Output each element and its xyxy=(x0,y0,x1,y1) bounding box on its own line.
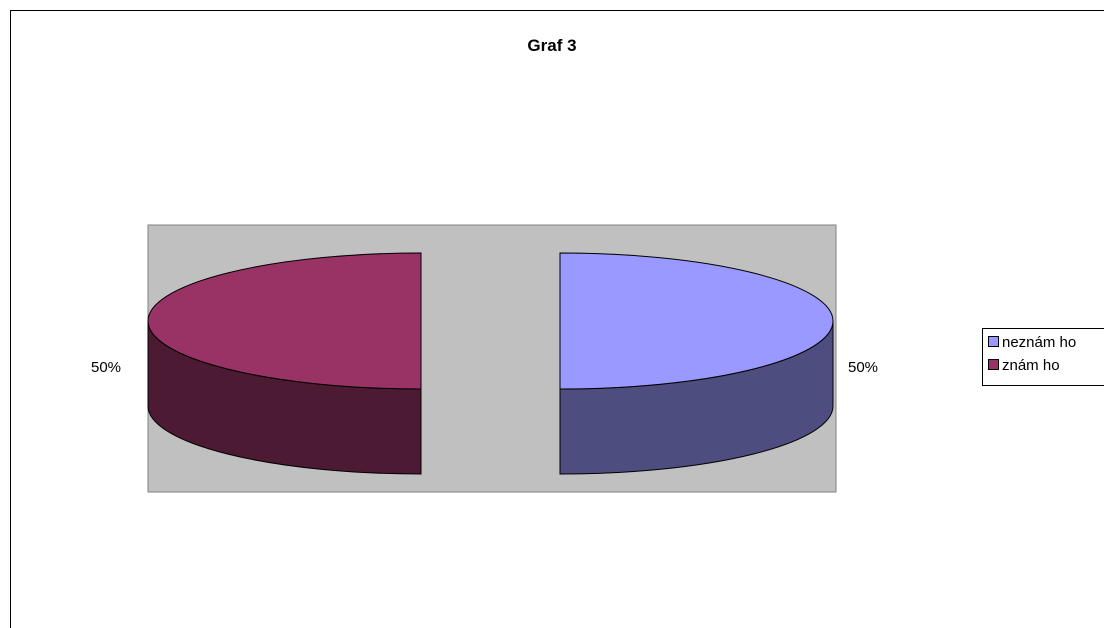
legend-swatch-neznam-ho xyxy=(988,336,999,347)
chart-title: Graf 3 xyxy=(527,36,577,55)
slice-label-znam-ho: 50% xyxy=(91,359,121,376)
slice-label-neznam-ho: 50% xyxy=(848,359,878,376)
legend-label-znam-ho: znám ho xyxy=(1002,357,1060,374)
legend-item-znam-ho: znám ho xyxy=(988,357,1060,375)
legend: neznám ho znám ho xyxy=(982,328,1104,386)
pie-slice-znam-ho xyxy=(147,252,422,390)
legend-label-neznam-ho: neznám ho xyxy=(1002,334,1077,351)
legend-swatch-znam-ho xyxy=(988,359,999,370)
legend-item-neznam-ho: neznám ho xyxy=(988,334,1076,352)
pie-slice-neznam-ho xyxy=(559,252,834,390)
